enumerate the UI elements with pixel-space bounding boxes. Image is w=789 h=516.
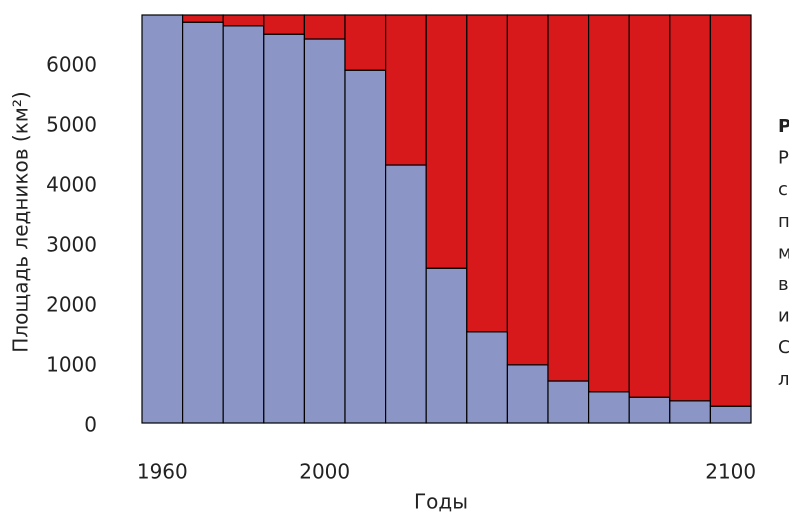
annotation-line: С	[778, 337, 789, 358]
bar-segment	[263, 33, 305, 424]
bar-segment	[547, 380, 590, 424]
bar-segment	[222, 25, 265, 424]
bar-segment	[506, 14, 549, 366]
y-tick-label: 3000	[46, 233, 97, 257]
bar-segment	[587, 14, 630, 393]
annotation-line: и	[778, 306, 789, 327]
bar-segment	[344, 69, 387, 424]
bar-segment	[709, 14, 752, 407]
bar-segment	[385, 14, 427, 166]
annotation-line: в	[778, 274, 789, 295]
bar-segment	[669, 14, 711, 402]
y-tick-label: 5000	[46, 113, 97, 137]
y-tick-label: 2000	[46, 293, 97, 317]
bar-segment	[303, 14, 346, 40]
bar-segment	[425, 14, 468, 269]
x-tick-label: 2100	[705, 460, 756, 484]
bar-segment	[222, 14, 265, 27]
x-tick-label: 1960	[137, 460, 188, 484]
bar-segment	[506, 364, 549, 424]
x-axis-label: Годы	[414, 490, 468, 514]
annotation-line: л	[778, 369, 789, 390]
bar-segment	[587, 391, 630, 424]
bar-segment	[669, 400, 711, 424]
y-tick-label: 0	[84, 413, 97, 437]
bar-segment	[303, 38, 346, 424]
annotation-line: Р	[778, 148, 789, 169]
annotation-line: м	[778, 242, 789, 263]
y-tick-label: 4000	[46, 173, 97, 197]
bar-segment	[466, 14, 508, 333]
bar-segment	[547, 14, 590, 382]
bar-segment	[182, 14, 224, 23]
bar-segment	[182, 21, 224, 424]
bar-segment	[709, 405, 752, 424]
annotation-line: Р	[778, 116, 789, 137]
x-tick-label: 2000	[299, 460, 350, 484]
bar-segment	[344, 14, 387, 71]
bar-segment	[425, 267, 468, 424]
bar-segment	[385, 164, 427, 424]
annotation-line: с	[778, 179, 788, 200]
annotation-line: п	[778, 211, 789, 232]
bar-segment	[141, 14, 184, 424]
y-tick-label: 1000	[46, 353, 97, 377]
bar-segment	[466, 331, 508, 424]
y-axis-label: Площадь ледников (км²)	[9, 91, 33, 352]
y-tick-label: 6000	[46, 53, 97, 77]
bar-segment	[628, 396, 671, 424]
bar-segment	[263, 14, 305, 35]
bar-segment	[628, 14, 671, 398]
